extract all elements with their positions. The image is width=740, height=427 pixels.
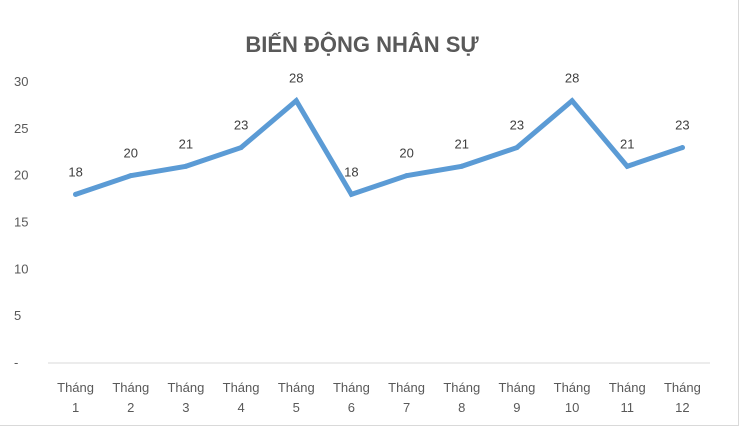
- data-label: 28: [565, 71, 579, 86]
- x-tick-label: Tháng: [57, 380, 94, 395]
- data-label: 21: [179, 136, 193, 151]
- x-tick-label: Tháng: [333, 380, 370, 395]
- x-tick-label: 7: [403, 400, 410, 415]
- y-axis: - 5 10 15 20 25 30: [14, 74, 28, 370]
- data-point: [624, 163, 630, 169]
- data-point: [569, 98, 575, 104]
- x-tick-label: 11: [621, 400, 635, 415]
- x-tick-label: Tháng: [609, 380, 646, 395]
- y-tick-label: 20: [14, 168, 28, 183]
- y-tick-label: -: [14, 355, 18, 370]
- x-tick-label: 6: [348, 400, 355, 415]
- x-tick-label: 1: [72, 400, 79, 415]
- x-tick-label: Tháng: [443, 380, 480, 395]
- data-point: [238, 145, 244, 151]
- x-tick-label: 10: [565, 400, 579, 415]
- x-tick-label: 12: [675, 400, 689, 415]
- data-point: [293, 98, 299, 104]
- data-label: 28: [289, 71, 303, 86]
- x-tick-label: 5: [293, 400, 300, 415]
- y-tick-label: 5: [14, 308, 21, 323]
- data-label: 18: [68, 164, 82, 179]
- data-point: [679, 145, 685, 151]
- x-tick-label: Tháng: [278, 380, 315, 395]
- x-tick-label: 4: [237, 400, 244, 415]
- x-axis: Tháng 1 Tháng 2 Tháng 3 Tháng 4 Tháng 5 Tháng 6 Thán…: [57, 380, 701, 415]
- x-tick-label: 8: [458, 400, 465, 415]
- data-label: 23: [675, 118, 689, 133]
- x-tick-label: Tháng: [664, 380, 701, 395]
- data-label: 21: [620, 136, 634, 151]
- x-tick-label: Tháng: [388, 380, 425, 395]
- data-label: 20: [399, 146, 413, 161]
- data-labels: 18 20 21 23 28 18 20 21 23 28 21 23: [68, 71, 689, 180]
- y-tick-label: 10: [14, 261, 28, 276]
- data-points: [73, 98, 685, 197]
- data-point: [73, 191, 79, 197]
- data-point: [348, 191, 354, 197]
- data-label: 18: [344, 164, 358, 179]
- x-tick-label: Tháng: [554, 380, 591, 395]
- x-tick-label: 9: [513, 400, 520, 415]
- x-tick-label: 2: [127, 400, 134, 415]
- data-point: [128, 173, 134, 179]
- x-tick-label: Tháng: [112, 380, 149, 395]
- y-tick-label: 30: [14, 74, 28, 89]
- data-point: [183, 163, 189, 169]
- chart-title: BIẾN ĐỘNG NHÂN SỰ: [245, 32, 479, 57]
- x-tick-label: 3: [182, 400, 189, 415]
- x-tick-label: Tháng: [223, 380, 260, 395]
- data-point: [459, 163, 465, 169]
- data-label: 21: [455, 136, 469, 151]
- y-tick-label: 15: [14, 215, 28, 230]
- data-label: 23: [234, 118, 248, 133]
- x-tick-label: Tháng: [498, 380, 535, 395]
- data-label: 20: [124, 146, 138, 161]
- x-tick-label: Tháng: [167, 380, 204, 395]
- y-tick-label: 25: [14, 121, 28, 136]
- data-label: 23: [510, 118, 524, 133]
- series-line: [73, 96, 685, 198]
- data-point: [514, 145, 520, 151]
- data-point: [404, 173, 410, 179]
